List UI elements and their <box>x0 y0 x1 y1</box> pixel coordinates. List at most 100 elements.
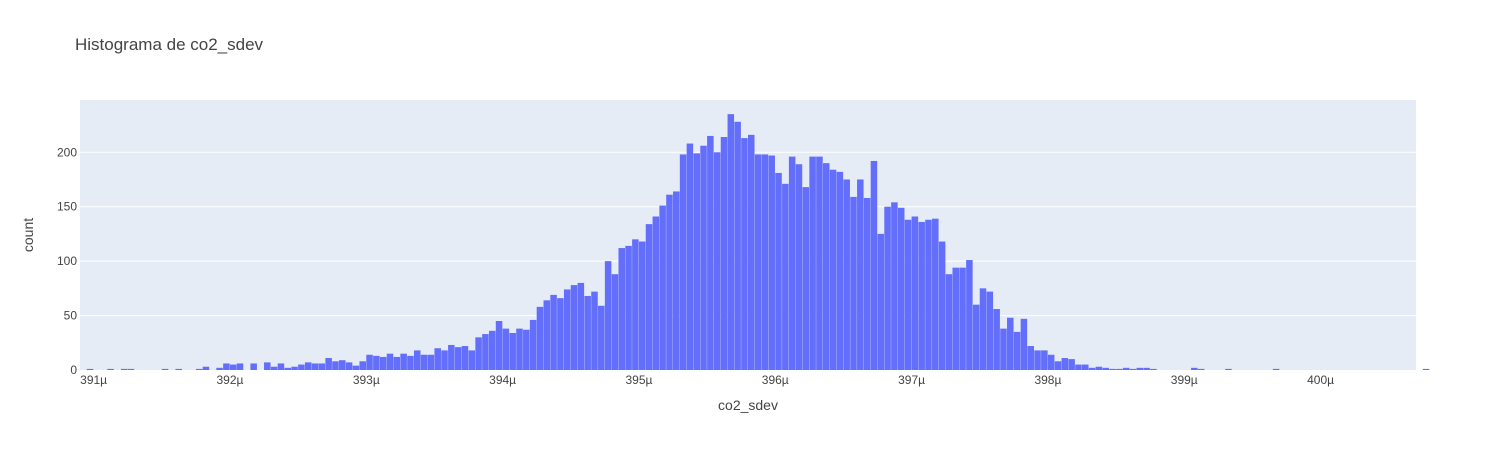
x-tick-labels: 391µ 392µ 393µ 394µ 395µ 396µ 397µ 398µ 399µ 400µ <box>80 373 1334 387</box>
histogram-bar <box>1191 367 1198 370</box>
histogram-bar <box>932 218 939 370</box>
histogram-bar <box>1034 350 1041 370</box>
histogram-bar <box>523 329 530 370</box>
histogram-bar <box>1109 368 1116 370</box>
x-tick-label: 393µ <box>353 373 380 387</box>
histogram-bar <box>720 137 728 370</box>
histogram-bar <box>195 368 203 370</box>
x-tick-label: 394µ <box>489 373 516 387</box>
histogram-bar <box>482 334 489 370</box>
histogram-bar <box>318 363 326 370</box>
histogram-bar <box>516 328 523 370</box>
histogram-bar <box>325 358 332 370</box>
histogram-bar <box>850 196 857 370</box>
histogram-bar <box>298 364 305 370</box>
histogram-bar <box>277 363 285 370</box>
histogram-bar <box>1000 328 1007 370</box>
histogram-bar <box>1422 368 1430 370</box>
histogram-bar <box>1136 367 1144 370</box>
histogram-bar <box>1068 359 1075 370</box>
histogram-bar <box>938 241 946 370</box>
histogram-bar <box>223 363 230 370</box>
histogram-bar <box>1197 368 1205 370</box>
y-tick-label: 200 <box>57 145 77 159</box>
histogram-bars <box>86 114 1430 370</box>
histogram-bar <box>754 154 762 370</box>
histogram-bar <box>120 368 128 370</box>
histogram-bar <box>666 194 673 370</box>
histogram-bar <box>1225 368 1232 370</box>
histogram-bar <box>1041 350 1048 370</box>
y-tick-label: 100 <box>57 254 77 268</box>
histogram-bar <box>816 156 823 370</box>
histogram-bar <box>577 282 585 370</box>
histogram-bar <box>339 360 346 370</box>
histogram-bar <box>236 363 244 370</box>
x-tick-label: 392µ <box>216 373 243 387</box>
histogram-bar <box>604 261 612 370</box>
histogram-bar <box>843 179 850 370</box>
histogram-bar <box>291 366 298 370</box>
histogram-bar <box>216 367 223 370</box>
histogram-bar <box>598 305 605 370</box>
histogram-bar <box>625 245 632 370</box>
histogram-bar <box>618 248 626 370</box>
x-tick-label: 398µ <box>1034 373 1061 387</box>
histogram-bar <box>563 289 571 370</box>
histogram-bar <box>904 219 912 370</box>
histogram-bar <box>673 191 680 370</box>
histogram-bar <box>734 121 741 370</box>
y-tick-labels: 0 50 100 150 200 <box>57 145 77 377</box>
histogram-bar <box>1061 358 1069 370</box>
histogram-bar <box>727 114 735 370</box>
histogram-bar <box>107 368 114 370</box>
histogram-bar <box>972 304 980 370</box>
y-tick-label: 150 <box>57 200 77 214</box>
histogram-bar <box>809 156 816 370</box>
histogram-bar <box>1047 354 1055 370</box>
histogram-bar <box>427 354 435 370</box>
histogram-bar <box>925 219 932 370</box>
histogram-bar <box>536 306 544 370</box>
histogram-bar <box>775 172 782 370</box>
histogram-bar <box>502 328 510 370</box>
histogram-bar <box>270 366 278 370</box>
histogram-bar <box>434 348 441 370</box>
histogram-bar <box>700 145 707 370</box>
histogram-bar <box>332 361 339 370</box>
histogram-bar <box>366 354 373 370</box>
histogram-bar <box>509 332 516 370</box>
histogram-bar <box>638 241 646 370</box>
histogram-bar <box>993 309 1000 370</box>
histogram-bar <box>611 274 619 370</box>
histogram-bar <box>202 366 210 370</box>
histogram-bar <box>311 363 319 370</box>
histogram-bar <box>454 347 462 370</box>
histogram-bar <box>386 353 394 370</box>
histogram-bar <box>1020 318 1028 370</box>
histogram-bar <box>495 321 503 370</box>
x-tick-label: 391µ <box>80 373 107 387</box>
histogram-bar <box>1102 367 1109 370</box>
histogram-bar <box>161 368 169 370</box>
histogram-bar <box>352 365 360 370</box>
histogram-bar <box>870 160 878 370</box>
histogram-bar <box>529 319 537 370</box>
histogram-bar <box>1082 364 1089 370</box>
histogram-bar <box>748 134 755 370</box>
histogram-bar <box>802 187 810 370</box>
histogram-bar <box>414 350 421 370</box>
histogram-bar <box>652 216 660 370</box>
histogram-bar <box>1095 366 1103 370</box>
x-tick-label: 399µ <box>1171 373 1198 387</box>
histogram-bar <box>1075 364 1082 370</box>
histogram-bar <box>1013 331 1021 370</box>
histogram-bar <box>400 353 407 370</box>
histogram-bar <box>468 350 476 370</box>
histogram-bar <box>918 221 925 370</box>
histogram-bar <box>686 143 694 370</box>
histogram-bar <box>1027 346 1034 370</box>
histogram-bar <box>345 362 353 370</box>
histogram-bar <box>877 233 885 370</box>
